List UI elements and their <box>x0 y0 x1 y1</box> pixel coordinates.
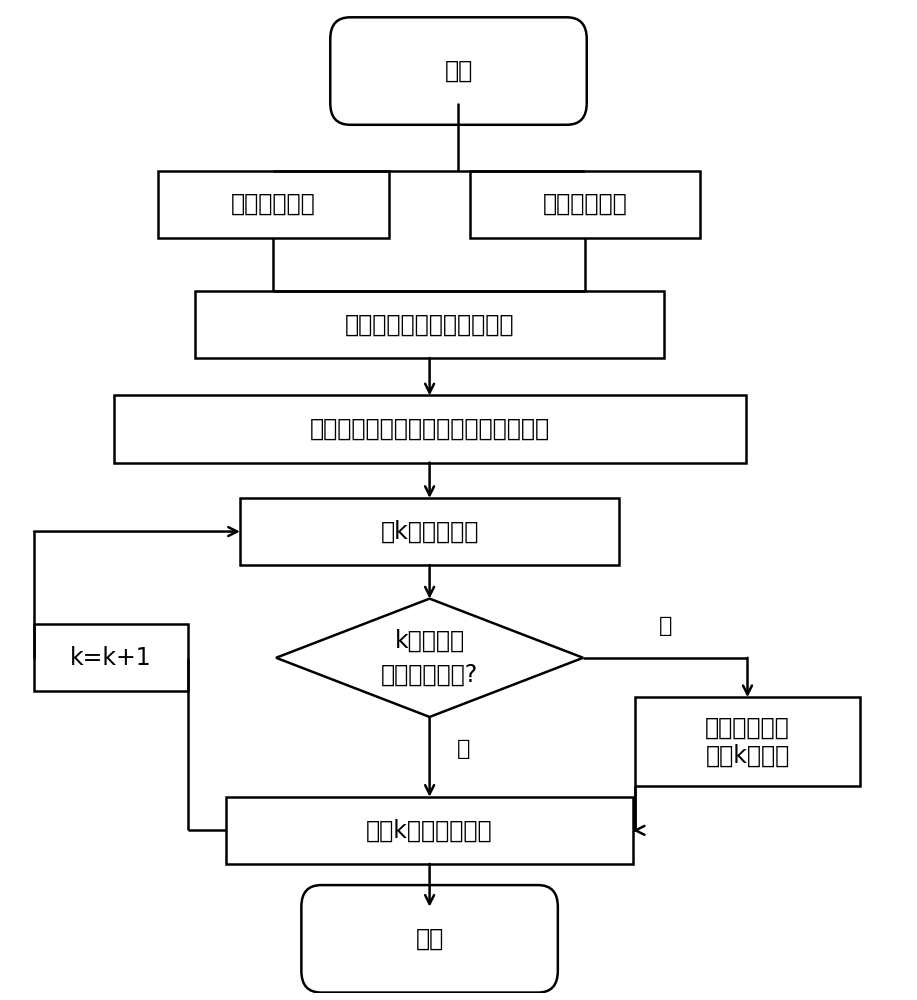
Bar <box>470 171 700 238</box>
FancyBboxPatch shape <box>330 17 587 125</box>
Text: 获得k点逼近后的值: 获得k点逼近后的值 <box>366 818 493 842</box>
Text: 加权和后得到区间逼近函数: 加权和后得到区间逼近函数 <box>345 312 514 336</box>
Text: k=k+1: k=k+1 <box>70 646 151 670</box>
Text: 以惩罚边界点
替换k点的值: 以惩罚边界点 替换k点的值 <box>705 716 790 767</box>
Text: k点是否位
于惩罚边界内?: k点是否位 于惩罚边界内? <box>381 629 479 687</box>
Bar <box>34 624 188 691</box>
Text: 停止: 停止 <box>415 927 444 951</box>
Bar <box>226 797 633 864</box>
Text: 开始: 开始 <box>445 59 472 83</box>
Text: 否: 否 <box>457 739 470 759</box>
Bar <box>114 395 746 463</box>
Text: 区间宽度函数: 区间宽度函数 <box>543 192 627 216</box>
Bar <box>635 697 860 786</box>
Polygon shape <box>276 599 583 717</box>
Bar <box>194 291 665 358</box>
Bar <box>159 171 389 238</box>
Text: 基于滑动时间窗口利用信息熵确定权重: 基于滑动时间窗口利用信息熵确定权重 <box>310 417 549 441</box>
FancyBboxPatch shape <box>302 885 558 993</box>
Text: 是: 是 <box>658 616 672 636</box>
Bar <box>240 498 619 565</box>
Text: 区间信度函数: 区间信度函数 <box>231 192 315 216</box>
Text: 对k点进行逼近: 对k点进行逼近 <box>381 520 479 544</box>
